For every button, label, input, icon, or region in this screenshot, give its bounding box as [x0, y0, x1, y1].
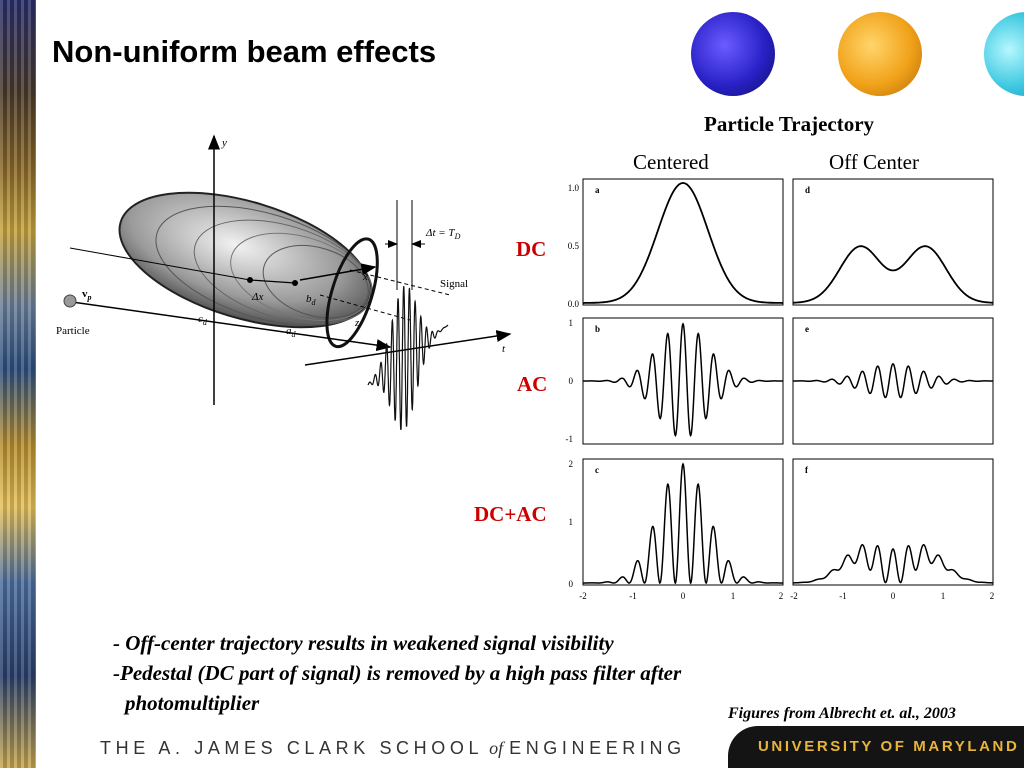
t-axis-label: t	[502, 343, 506, 355]
ytick-c-bottom: 0	[569, 579, 574, 589]
signal-label: Signal	[440, 278, 468, 290]
panel-e	[792, 317, 994, 445]
curve-b-ac-centered	[583, 322, 783, 437]
bullet-1: - Off-center trajectory results in weake…	[113, 631, 614, 655]
velocity-label: vp	[82, 288, 92, 302]
footer-school-pre: THE A. JAMES CLARK SCHOOL	[100, 738, 484, 758]
delta-t-label: Δt = TD	[425, 227, 461, 241]
slide-title: Non-uniform beam effects	[52, 34, 437, 69]
xtick-right-5: 2	[990, 591, 995, 601]
curve-e-ac-off-center	[793, 363, 993, 399]
signal-burst-trace	[367, 286, 449, 430]
z-axis-label: z	[354, 317, 360, 329]
bullet-2: -Pedestal (DC part of signal) is removed…	[113, 661, 682, 685]
ytick-a-mid: 0.5	[568, 241, 580, 251]
particle-label: Particle	[56, 325, 90, 337]
footer-university-banner: UNIVERSITY OF MARYLAND	[728, 726, 1024, 768]
ytick-b-bottom: -1	[566, 434, 574, 444]
ytick-c-top: 2	[569, 459, 574, 469]
ytick-a-top: 1.0	[568, 183, 580, 193]
xtick-left-1: -2	[579, 591, 587, 601]
delta-x-label: Δx	[251, 291, 263, 303]
decorative-side-strip	[0, 0, 36, 768]
panel-a	[582, 178, 784, 306]
bullet-2-continued: photomultiplier	[125, 691, 260, 715]
blue-sphere-image	[691, 12, 775, 96]
xtick-right-3: 0	[891, 591, 896, 601]
ytick-a-bottom: 0.0	[568, 299, 580, 309]
ytick-b-mid: 0	[569, 376, 574, 386]
row-label-dc-ac: DC+AC	[474, 502, 547, 526]
row-label-ac: AC	[517, 372, 548, 396]
a-d-label: ad	[286, 325, 297, 339]
beam-geometry-diagram: y x z t Particle vp cd ad bd Δx Δt = TD …	[56, 134, 512, 430]
signal-plot-grid: a d b e c f 1.0 0.5 0.0 1 0 -1 2 1 0 -2 …	[566, 178, 995, 601]
panel-letter-b: b	[595, 324, 600, 334]
curve-a-dc-centered	[583, 182, 783, 304]
panel-letter-c: c	[595, 465, 599, 475]
footer-school-name: THE A. JAMES CLARK SCHOOL of ENGINEERING	[100, 738, 686, 759]
panel-letter-a: a	[595, 185, 600, 195]
orange-sphere-image	[838, 12, 922, 96]
xtick-left-3: 0	[681, 591, 686, 601]
ytick-b-top: 1	[569, 318, 574, 328]
x-axis-label: x	[362, 271, 368, 283]
curve-d-dc-off-center	[793, 245, 993, 304]
curve-f-dcac-off-center	[793, 544, 993, 584]
curve-c-dcac-centered	[583, 462, 783, 585]
footer-university-name: UNIVERSITY OF MARYLAND	[758, 738, 1020, 755]
cyan-sphere-image	[984, 12, 1024, 96]
c-d-label: cd	[198, 313, 208, 327]
xtick-left-5: 2	[779, 591, 784, 601]
footer-school-of: of	[489, 738, 504, 758]
row-label-dc: DC	[516, 237, 547, 261]
panel-letter-f: f	[805, 465, 809, 475]
panel-d	[792, 178, 994, 306]
panel-f	[792, 458, 994, 586]
xtick-left-2: -1	[629, 591, 637, 601]
column-label-off-center: Off Center	[829, 150, 919, 174]
column-label-centered: Centered	[633, 150, 709, 174]
xtick-right-1: -2	[790, 591, 798, 601]
ytick-c-mid: 1	[569, 517, 574, 527]
xtick-right-2: -1	[839, 591, 847, 601]
panel-letter-e: e	[805, 324, 809, 334]
b-d-label: bd	[306, 293, 317, 307]
particle-trajectory-label: Particle Trajectory	[704, 112, 875, 136]
xtick-left-4: 1	[731, 591, 736, 601]
panel-letter-d: d	[805, 185, 810, 195]
figure-credit: Figures from Albrecht et. al., 2003	[728, 705, 956, 722]
panel-b	[582, 317, 784, 445]
panel-c	[582, 458, 784, 586]
y-axis-label: y	[221, 137, 227, 149]
bullet-list: - Off-center trajectory results in weake…	[113, 628, 681, 718]
footer-school-post: ENGINEERING	[509, 738, 686, 758]
particle-dot	[63, 294, 77, 308]
xtick-right-4: 1	[941, 591, 946, 601]
